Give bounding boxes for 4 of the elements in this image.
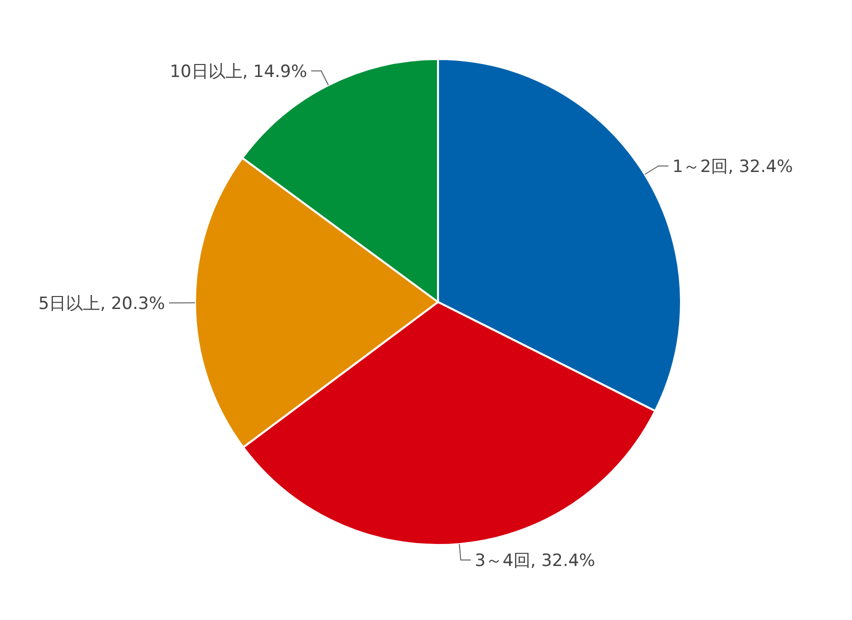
slice-label: 5日以上, 20.3%	[38, 294, 165, 314]
slice-label: 10日以上, 14.9%	[170, 62, 308, 82]
slice-label: 1～2回, 32.4%	[672, 156, 793, 177]
slice-label: 3～4回, 32.4%	[474, 551, 596, 571]
